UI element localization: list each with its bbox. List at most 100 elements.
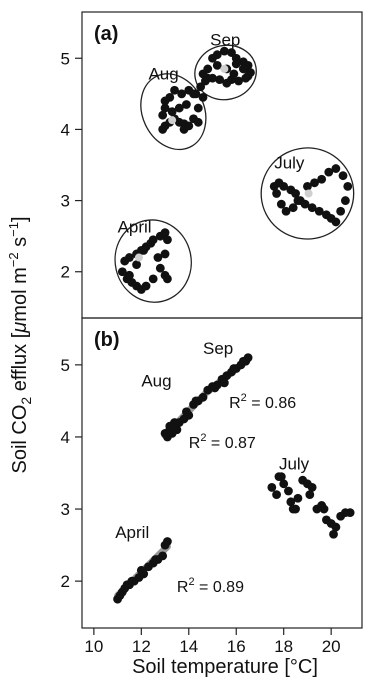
data-point-july (276, 472, 286, 482)
data-point-sep (212, 50, 222, 60)
data-point-july (336, 206, 346, 216)
data-point-july (295, 196, 305, 205)
mean-point (168, 116, 177, 125)
data-point-april (139, 245, 149, 255)
data-point-april (163, 274, 172, 284)
data-point-aug (177, 89, 187, 99)
data-point-april (163, 235, 172, 245)
mean-point (304, 189, 313, 198)
data-point-july (286, 497, 296, 507)
data-point-april (151, 555, 160, 564)
data-point-july (279, 181, 289, 191)
data-point-aug (198, 392, 208, 402)
r-squared-label: R2 = 0.86 (229, 392, 296, 412)
panel-a-ytick-label: 2 (61, 263, 70, 282)
data-point-sep (219, 46, 229, 56)
data-point-aug (191, 396, 201, 406)
hysteresis-ellipse (260, 147, 355, 240)
data-point-april (127, 576, 137, 586)
data-point-july (331, 164, 341, 173)
panel-a-ytick-label: 5 (61, 49, 70, 68)
data-point-july (324, 167, 334, 177)
data-point-july (293, 493, 303, 503)
data-point-aug (160, 103, 170, 113)
data-point-july (307, 203, 317, 213)
data-point-july (338, 171, 348, 181)
data-point-sep (222, 78, 232, 88)
data-point-july (276, 199, 286, 209)
data-point-april (125, 270, 134, 280)
x-tick-label: 12 (132, 637, 151, 656)
data-point-sep (210, 383, 220, 393)
data-point-sep (238, 64, 248, 74)
panel-b-ytick-label: 2 (61, 572, 70, 591)
data-point-july (291, 189, 300, 198)
x-tick-label: 20 (322, 637, 341, 656)
data-point-july (340, 196, 350, 205)
data-point-july (305, 490, 315, 500)
data-point-july (331, 522, 341, 532)
data-point-aug (196, 82, 206, 92)
data-point-sep (215, 75, 225, 85)
data-point-july (317, 174, 327, 184)
data-point-july (329, 529, 338, 539)
hysteresis-ellipse (114, 219, 192, 303)
data-point-july (284, 486, 293, 496)
month-label: Aug (148, 65, 178, 84)
data-point-sep (219, 378, 229, 388)
data-point-july (272, 189, 281, 198)
x-axis-label: Soil temperature [°C] (132, 656, 318, 678)
data-point-april (117, 267, 127, 277)
data-point-july (343, 181, 353, 191)
r-squared-label: R2 = 0.87 (189, 432, 256, 452)
data-point-aug (170, 85, 179, 95)
x-tick-label: 10 (84, 637, 103, 656)
data-point-aug (167, 107, 177, 117)
month-label: April (115, 523, 149, 542)
data-point-aug (193, 117, 203, 127)
y-axis-label: Soil CO2 efflux [μmol m−2 s−1] (6, 216, 34, 473)
data-point-sep (231, 59, 241, 69)
data-point-sep (229, 364, 239, 373)
mean-point (134, 253, 143, 262)
data-point-july (272, 490, 281, 500)
data-point-sep (229, 69, 239, 79)
data-point-april (158, 551, 168, 561)
month-label: Aug (141, 371, 171, 390)
data-point-aug (170, 418, 179, 427)
data-point-sep (238, 356, 248, 366)
data-point-july (331, 217, 341, 227)
data-point-july (345, 508, 355, 518)
data-point-july (288, 504, 298, 514)
data-point-july (307, 483, 317, 492)
month-label: Sep (203, 339, 233, 358)
month-label: July (279, 454, 310, 473)
panel-a-label: (a) (94, 23, 118, 45)
month-label: April (118, 218, 152, 237)
data-point-april (155, 263, 165, 273)
data-point-april (136, 565, 146, 575)
data-point-aug (179, 125, 189, 134)
data-point-july (314, 206, 324, 216)
month-label: July (274, 154, 305, 173)
data-point-aug (158, 110, 168, 120)
data-point-july (288, 203, 298, 213)
data-point-july (319, 504, 329, 514)
x-tick-label: 16 (227, 637, 246, 656)
data-point-sep (243, 71, 253, 81)
data-point-aug (160, 96, 170, 106)
data-point-april (125, 253, 134, 262)
data-point-april (163, 537, 172, 546)
axes-frame (75, 11, 363, 635)
data-point-april (146, 238, 156, 248)
panel-b-label: (b) (94, 329, 120, 351)
data-point-sep (203, 64, 213, 74)
data-point-sep (212, 60, 222, 70)
data-point-aug (172, 425, 182, 435)
data-point-aug (198, 92, 208, 102)
data-point-july (303, 181, 312, 191)
hysteresis-ellipse (194, 44, 257, 101)
mean-point (220, 64, 229, 73)
r-squared-label: R2 = 0.89 (177, 576, 244, 596)
